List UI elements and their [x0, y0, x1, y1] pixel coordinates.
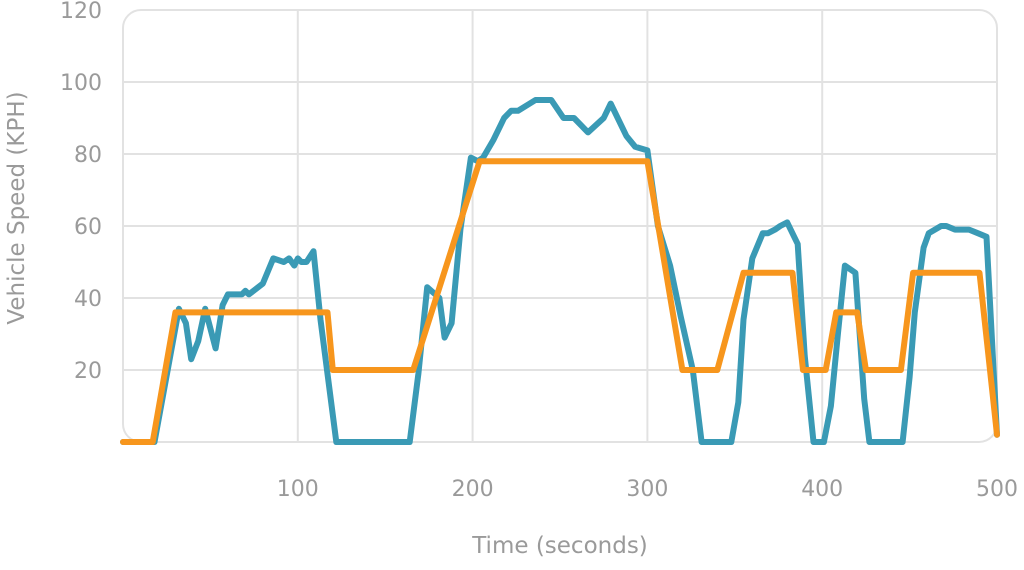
y-tick-label: 60 — [74, 215, 102, 240]
x-tick-label: 300 — [626, 477, 668, 502]
y-tick-label: 120 — [60, 0, 102, 24]
series-line-2 — [120, 158, 1000, 445]
x-axis-label: Time (seconds) — [471, 533, 648, 559]
x-tick-label: 200 — [452, 477, 494, 502]
grid — [123, 10, 997, 442]
y-tick-label: 20 — [74, 359, 102, 384]
y-tick-label: 40 — [74, 287, 102, 312]
x-tick-label: 400 — [801, 477, 843, 502]
y-axis-ticks: 20 40 60 80 100 120 — [60, 0, 102, 384]
plot-frame — [122, 9, 998, 443]
y-tick-label: 100 — [60, 71, 102, 96]
series-group — [120, 97, 1000, 445]
y-tick-label: 80 — [74, 143, 102, 168]
y-axis-label: Vehicle Speed (KPH) — [4, 91, 30, 324]
series-line-1 — [120, 97, 1000, 445]
x-tick-label: 100 — [277, 477, 319, 502]
x-tick-label: 500 — [976, 477, 1018, 502]
x-axis-ticks: 100 200 300 400 500 — [277, 477, 1018, 502]
